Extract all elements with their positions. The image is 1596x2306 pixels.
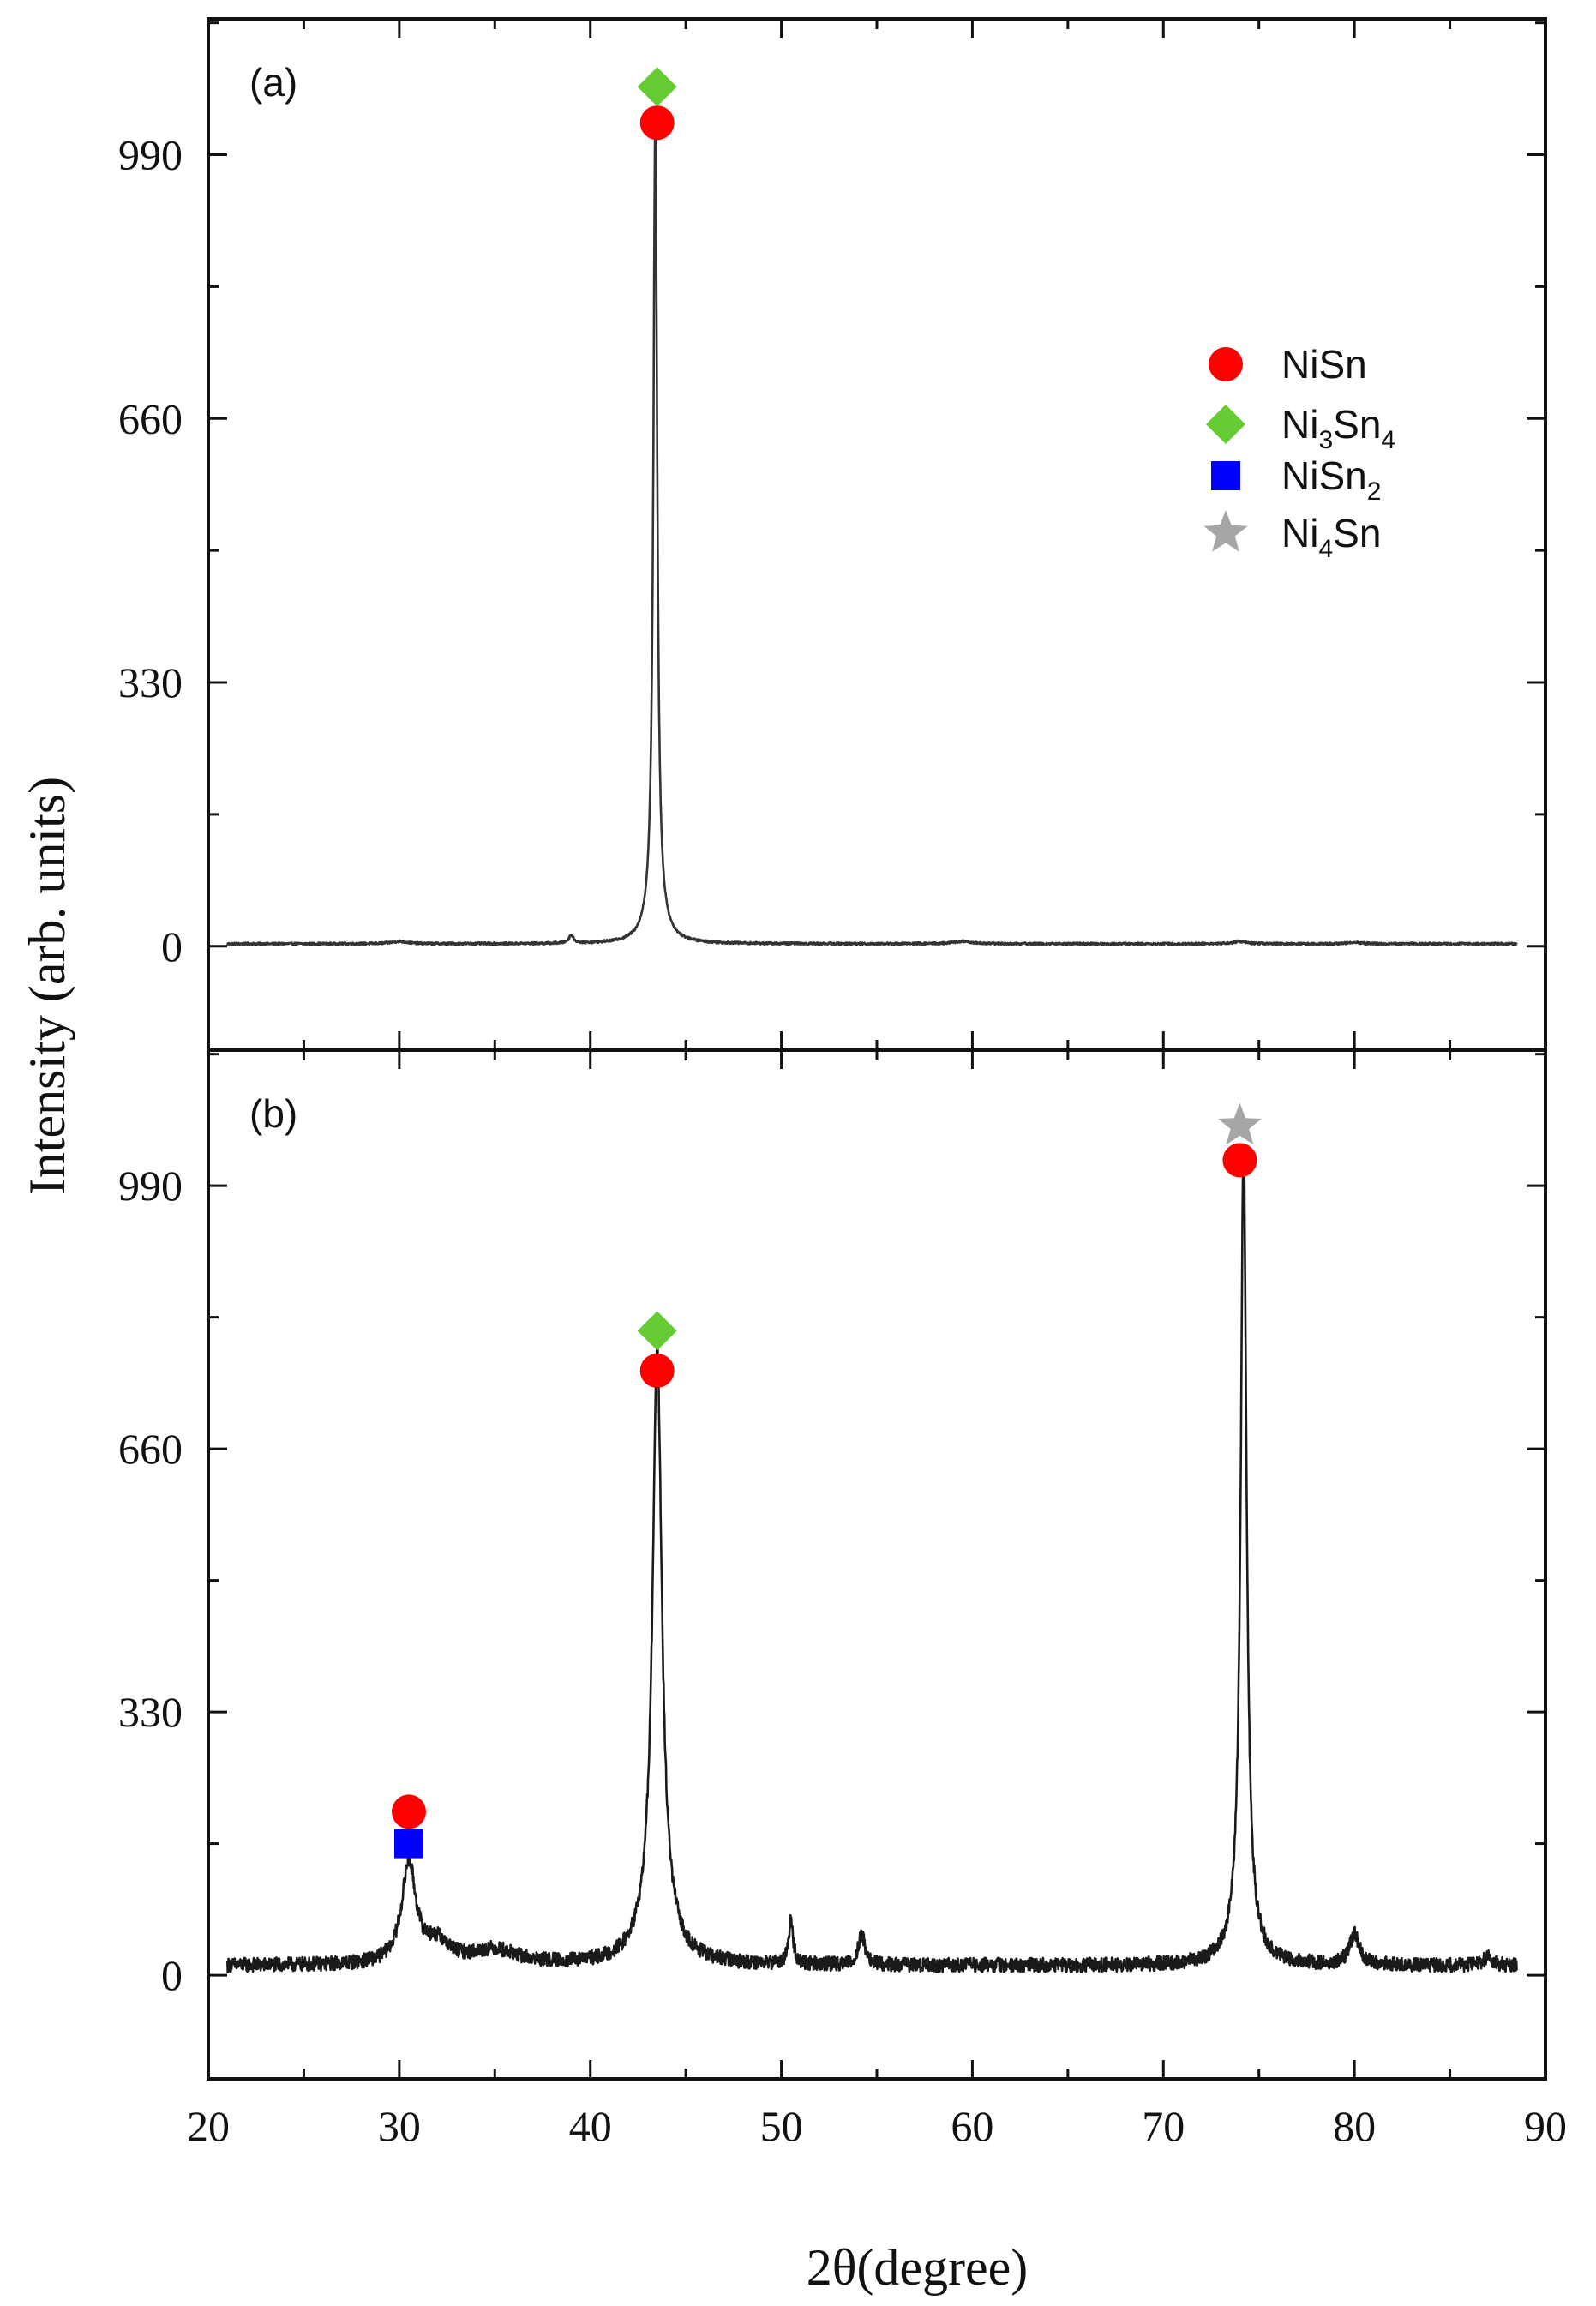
legend-subscript: 4 [1381,426,1395,454]
circle-peak-marker [392,1794,426,1829]
xrd-trace [226,1144,1518,1973]
legend-item-ni4sn: Ni4Sn [1203,510,1381,563]
legend-subscript: 3 [1318,426,1333,454]
legend-text-part: Sn [1333,511,1381,555]
legend-subscript: 2 [1367,477,1382,506]
x-tick-label: 80 [1333,2102,1376,2150]
panels-group: 0 330 660 990 (a) 0 330 660 990 20 30 40 50 60 70 80 90 (… [118,17,1567,2150]
y-tick-label: 990 [118,1162,183,1210]
y-tick-label: 0 [161,922,183,970]
y-axis-title: Intensity (arb. units) [19,777,75,1195]
legend-label: NiSn [1281,342,1367,387]
y-tick-label: 0 [161,1951,183,1999]
y-tick-label: 330 [118,658,183,706]
y-tick-label: 660 [118,1425,183,1473]
xrd-trace [226,123,1518,946]
x-tick-label: 30 [378,2102,421,2150]
star-peak-marker [1217,1102,1263,1145]
y-tick-label: 990 [118,131,183,179]
circle-peak-marker [639,105,675,141]
y-tick-label: 330 [118,1688,183,1736]
x-axis-title: 2θ(degree) [807,2239,1029,2296]
circle-peak-marker [1222,1143,1257,1178]
legend-text-part: Ni [1281,402,1318,447]
panel-label: (b) [249,1091,297,1136]
x-tick-label: 50 [760,2102,803,2150]
legend-item-ni3sn4: Ni3Sn4 [1206,402,1395,454]
legend-label: Ni4Sn [1281,511,1381,563]
legend-text-part: NiSn [1281,453,1367,498]
x-tick-label: 60 [951,2102,993,2150]
diamond-legend-marker [1206,405,1245,444]
legend-item-nisn2: NiSn2 [1211,453,1381,506]
legend-label: Ni3Sn4 [1281,402,1395,454]
legend-text-part: Sn [1333,402,1381,447]
panel-b: 0 330 660 990 20 30 40 50 60 70 80 90 (b) [118,1048,1567,2150]
x-tick-label: 90 [1524,2102,1567,2150]
square-peak-marker [394,1829,423,1859]
panel-label: (a) [249,60,297,105]
legend-item-nisn: NiSn [1209,342,1367,387]
legend-subscript: 4 [1318,535,1333,563]
square-legend-marker [1211,461,1240,490]
star-legend-marker [1203,510,1248,552]
legend-text-part: Ni [1281,511,1318,555]
diamond-peak-marker [637,67,677,107]
y-tick-label: 660 [118,394,183,442]
circle-peak-marker [639,1353,675,1388]
diamond-peak-marker [637,1311,677,1351]
plot-frame [207,1048,1547,2081]
legend-label: NiSn2 [1281,453,1381,506]
circle-legend-marker [1209,347,1243,381]
x-tick-label: 20 [187,2102,230,2150]
legend-text-part: NiSn [1281,342,1367,387]
x-tick-label: 40 [569,2102,612,2150]
x-tick-label: 70 [1142,2102,1185,2150]
